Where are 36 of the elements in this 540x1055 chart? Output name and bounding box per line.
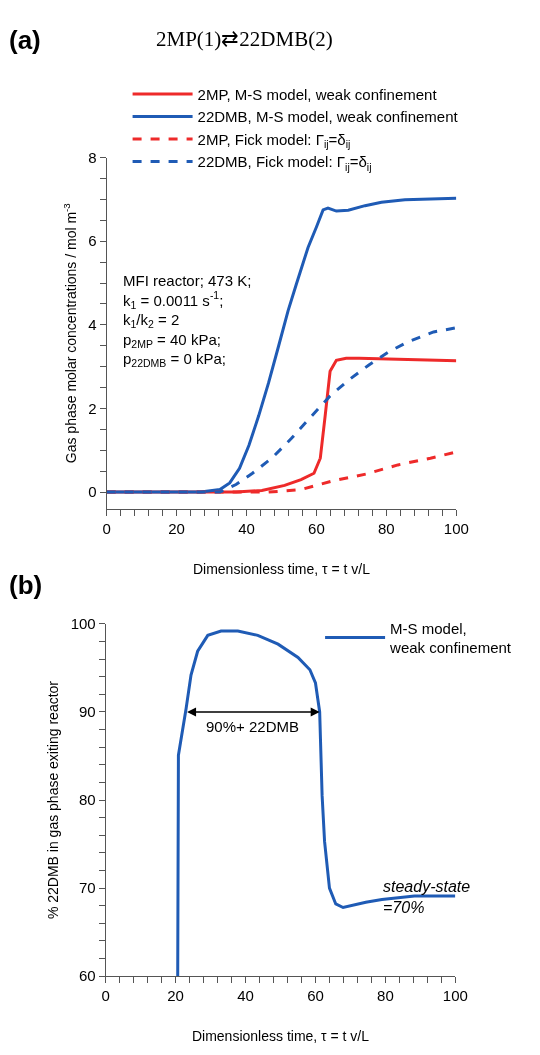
- text: MFI reactor; 473 K; k$_{1}$ = 0.0011 s$^{-1}$; k$_{1}$/k$_{2}$ = 2 p$_{2MP}$ = 40 kPa; p$_{22DMB}$ = 0 kPa;: [123, 272, 252, 370]
- x-tick-label: 0: [102, 519, 111, 537]
- x-axis-title: Dimensionless time, τ = t v/L: [191, 1028, 370, 1045]
- annotation: 90%+ 22DMB: [206, 718, 299, 735]
- legend-label: 22DMB, Fick model: Γ$_{ij}$=δ$_{ij}$: [197, 153, 372, 173]
- annotation: steady-state =70%: [383, 878, 471, 916]
- y-tick-label: 90: [79, 703, 96, 721]
- legend-label: 2MP, M-S model, weak confinement: [197, 85, 438, 103]
- x-axis-title: Dimensionless time, τ = t v/L: [192, 561, 371, 578]
- x-tick-label: 100: [443, 519, 469, 537]
- x-tick-label: 60: [307, 987, 324, 1005]
- x-tick-label: 40: [238, 519, 255, 537]
- y-tick-label: 8: [88, 148, 97, 166]
- y-axis-title: % 22DMB in gas phase exiting reactor: [45, 680, 62, 920]
- x-tick-label: 20: [167, 987, 184, 1005]
- x-tick-label: 80: [377, 987, 394, 1005]
- legend-label: 22DMB, M-S model, weak confinement: [197, 108, 459, 126]
- chart-title: 2MP(1)⇄22DMB(2): [156, 27, 333, 51]
- y-tick-label: 2: [88, 399, 97, 417]
- x-tick-label: 40: [237, 987, 254, 1005]
- x-tick-label: 100: [442, 987, 468, 1005]
- y-tick-label: 60: [79, 967, 96, 985]
- x-tick-label: 0: [101, 987, 110, 1005]
- y-tick-label: 6: [88, 232, 97, 250]
- y-tick-label: 100: [70, 615, 96, 633]
- y-tick-label: 0: [88, 483, 97, 501]
- x-tick-label: 60: [308, 519, 325, 537]
- x-tick-label: 20: [168, 519, 185, 537]
- y-tick-label: 4: [88, 316, 97, 334]
- x-tick-label: 80: [378, 519, 395, 537]
- y-tick-label: 80: [79, 791, 96, 809]
- legend-label: 2MP, Fick model: Γ$_{ij}$=δ$_{ij}$: [197, 130, 351, 151]
- legend-label: M-S model, weak confinement: [389, 619, 512, 657]
- y-tick-label: 70: [79, 879, 96, 897]
- text: (b): [9, 570, 43, 600]
- text: (a): [9, 25, 41, 55]
